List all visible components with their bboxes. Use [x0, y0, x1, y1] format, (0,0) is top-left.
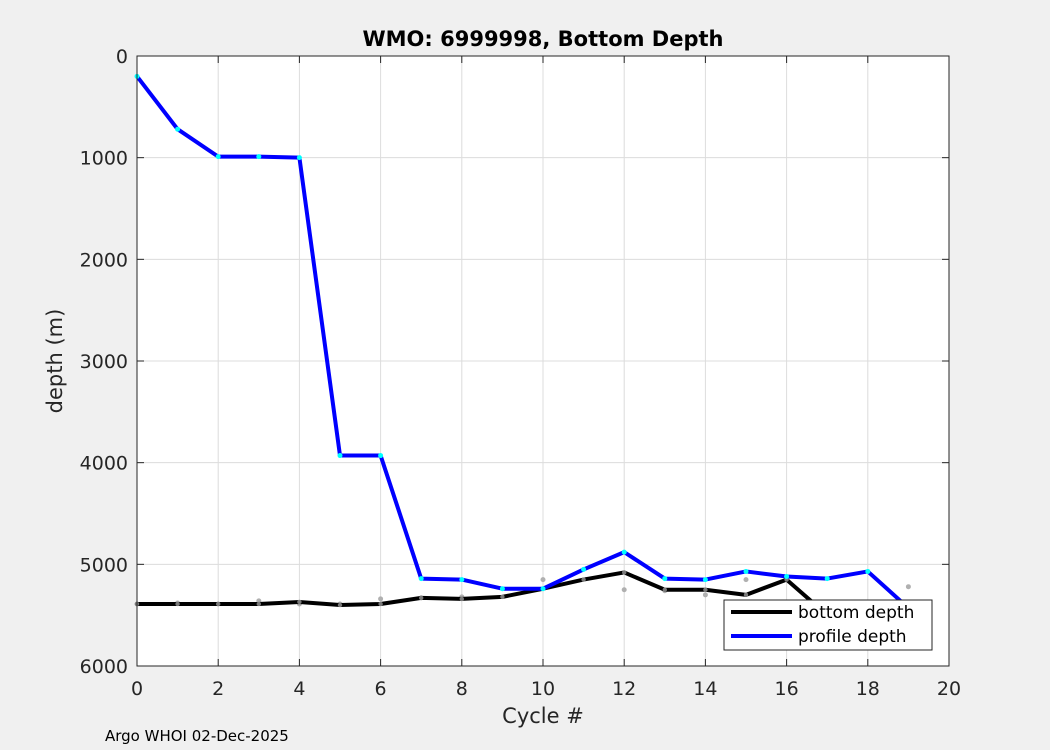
y-axis-label: depth (m) — [43, 309, 67, 414]
y-tick-label: 3000 — [80, 351, 128, 373]
profile-depth-point — [540, 586, 546, 592]
legend-label-bottom-depth: bottom depth — [798, 603, 914, 623]
x-tick-label: 0 — [131, 678, 143, 700]
raw-bottom-depth-point — [540, 577, 546, 583]
y-tick-label: 2000 — [80, 249, 128, 271]
x-tick-label: 18 — [856, 678, 880, 700]
profile-depth-line — [135, 75, 910, 610]
profile-depth-point — [662, 576, 668, 582]
bottom-depth-line — [137, 570, 909, 622]
x-tick-label: 2 — [212, 678, 224, 700]
bottom-depth-point — [378, 601, 383, 607]
raw-bottom-depth-point — [743, 577, 749, 583]
profile-depth-point — [621, 549, 627, 555]
bottom-depth-point — [662, 587, 667, 592]
legend-label-profile-depth: profile depth — [798, 627, 907, 647]
profile-depth-point — [337, 453, 343, 459]
bottom-depth-point — [256, 601, 261, 607]
profile-depth-point — [296, 155, 302, 161]
chart-title: WMO: 6999998, Bottom Depth — [362, 27, 723, 51]
profile-depth-point — [702, 577, 708, 583]
legend-box — [723, 599, 933, 651]
profile-depth-point — [175, 126, 181, 132]
bottom-depth-point — [337, 602, 343, 608]
x-tick-label: 10 — [531, 678, 555, 700]
x-tick-label: 8 — [456, 678, 468, 700]
x-tick-label: 16 — [775, 678, 799, 700]
bottom-depth-point — [459, 596, 464, 602]
axis-ticks: 0 2 4 6 8 10 12 14 16 18 20 0 1000 2000 3000 4000 5000 60… — [80, 46, 961, 700]
bottom-depth-point — [419, 595, 424, 601]
y-tick-label: 5000 — [80, 554, 128, 576]
profile-depth-point — [824, 576, 830, 582]
raw-bottom-depth-point — [621, 587, 627, 593]
raw-bottom-depth-point — [378, 596, 384, 602]
raw-bottom-depth-point — [702, 592, 708, 598]
profile-depth-point — [865, 568, 871, 574]
bottom-depth-point — [175, 601, 180, 607]
footer-text: Argo WHOI 02-Dec-2025 — [105, 727, 289, 745]
profile-depth-point — [743, 568, 749, 574]
profile-depth-point — [418, 576, 424, 582]
x-tick-label: 4 — [293, 678, 305, 700]
legend: bottom depth profile depth — [723, 599, 933, 651]
bottom-depth-point — [581, 577, 586, 582]
profile-depth-point — [215, 154, 221, 160]
profile-depth-point — [459, 577, 465, 583]
x-tick-label: 20 — [937, 678, 961, 700]
bottom-depth-point — [216, 601, 221, 607]
bottom-depth-point — [622, 570, 627, 575]
x-axis-label: Cycle # — [502, 704, 584, 728]
y-tick-label: 0 — [116, 46, 128, 68]
profile-depth-point — [581, 566, 587, 572]
y-tick-label: 1000 — [80, 148, 128, 170]
x-tick-label: 12 — [612, 678, 636, 700]
profile-depth-point — [499, 586, 505, 592]
profile-depth-point — [256, 154, 262, 160]
bottom-depth-point — [297, 599, 302, 605]
x-tick-label: 6 — [375, 678, 387, 700]
profile-depth-point — [378, 453, 384, 459]
y-tick-label: 6000 — [80, 656, 128, 678]
bottom-depth-point — [500, 594, 505, 600]
series-layer — [134, 73, 911, 622]
x-tick-label: 14 — [693, 678, 717, 700]
raw-bottom-depth-point — [905, 584, 911, 590]
profile-depth-point — [784, 574, 790, 580]
bottom-depth-point — [703, 587, 708, 592]
bottom-depth-point — [743, 592, 749, 598]
y-tick-label: 4000 — [80, 453, 128, 475]
